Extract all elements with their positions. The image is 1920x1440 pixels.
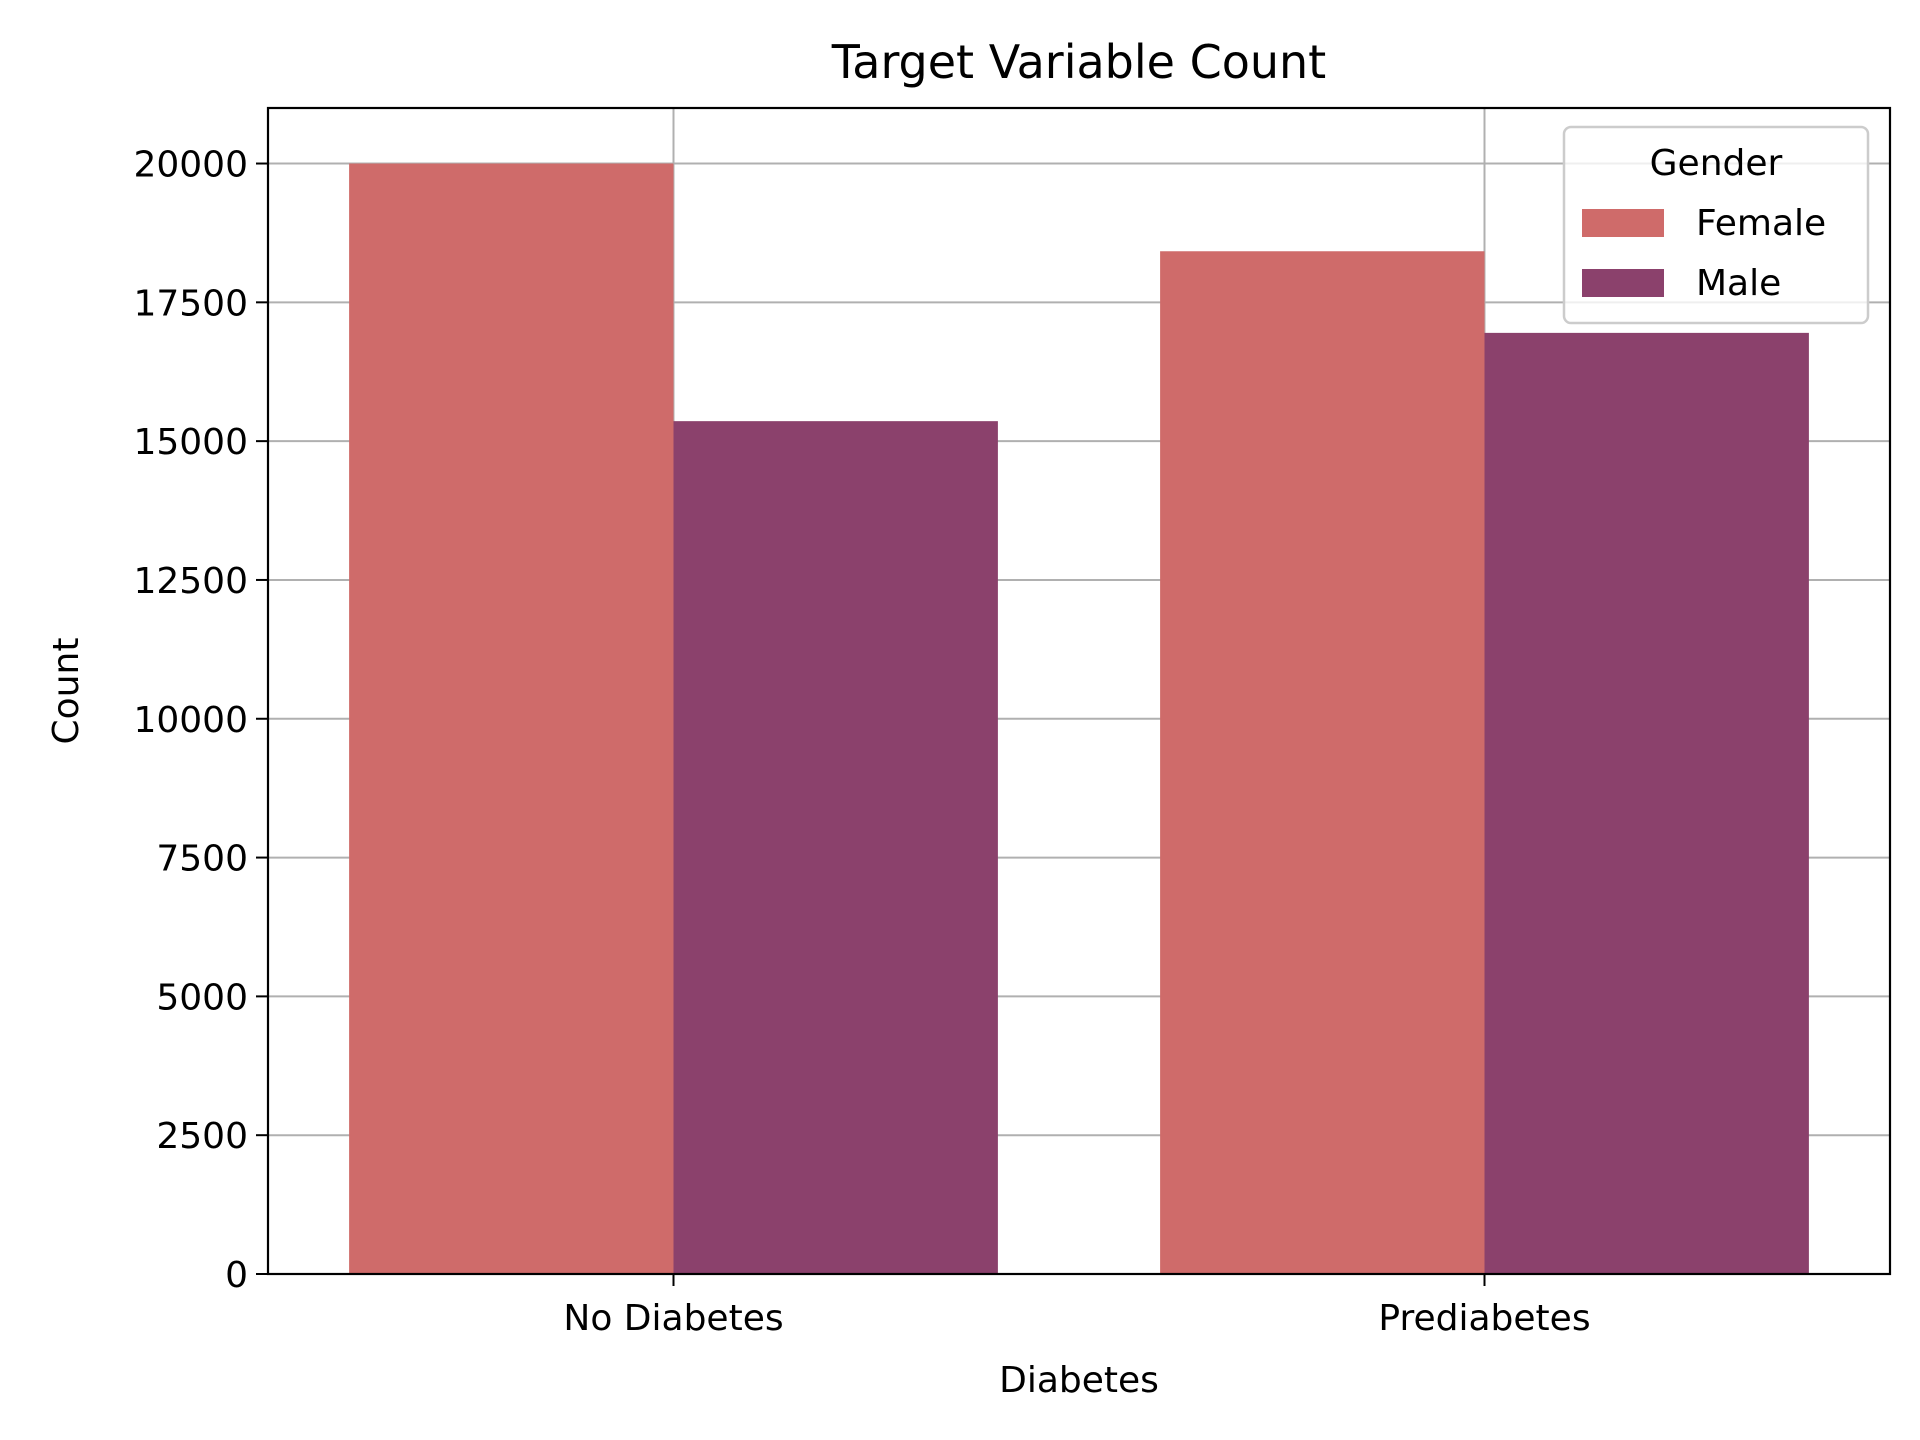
legend-swatch-female [1582, 209, 1664, 237]
y-tick-label: 15000 [133, 422, 248, 463]
bar-male-no-diabetes [673, 421, 998, 1274]
axis-ticks: 0 2500 5000 7500 10000 12500 15000 17500 20000 No… [133, 145, 1590, 1339]
bars [349, 163, 1809, 1274]
y-tick-label: 5000 [156, 977, 248, 1018]
chart-title: Target Variable Count [831, 35, 1326, 89]
y-tick-label: 12500 [133, 561, 248, 602]
x-tick-label: Prediabetes [1378, 1298, 1590, 1339]
y-tick-label: 20000 [133, 145, 248, 186]
x-axis-label: Diabetes [999, 1360, 1159, 1401]
plot-frame [266, 106, 1892, 1276]
y-tick-label: 2500 [156, 1116, 248, 1157]
y-tick-label: 7500 [156, 839, 248, 880]
y-tick-label: 17500 [133, 283, 248, 324]
legend: Gender Female Male [1562, 125, 1870, 325]
legend-label-female: Female [1696, 203, 1826, 244]
legend-label-male: Male [1696, 263, 1781, 304]
bar-female-prediabetes [1160, 251, 1485, 1274]
bar-female-no-diabetes [349, 163, 674, 1274]
legend-title: Gender [1650, 143, 1783, 184]
y-tick-label: 10000 [133, 700, 248, 741]
legend-swatch-male [1582, 269, 1664, 297]
y-axis-label: Count [46, 638, 87, 745]
x-tick-label: No Diabetes [563, 1298, 783, 1339]
y-tick-label: 0 [225, 1255, 248, 1296]
bar-male-prediabetes [1484, 332, 1809, 1274]
